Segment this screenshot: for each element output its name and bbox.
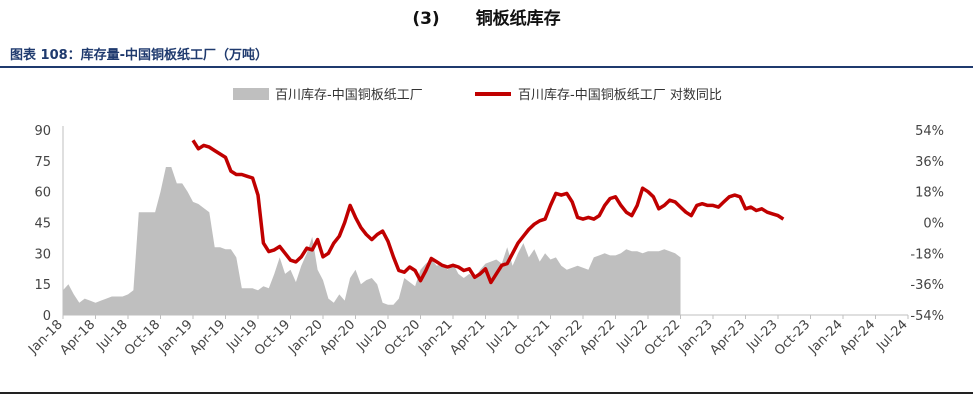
x-tick-label: Oct-18 [122, 317, 164, 359]
legend-label-area: 百川库存-中国铜板纸工厂 [275, 87, 423, 103]
y-left-tick-label: 90 [34, 124, 51, 139]
x-tick-label: Apr-18 [57, 317, 98, 358]
legend-label-line: 百川库存-中国铜板纸工厂 对数同比 [518, 87, 722, 103]
y-left-tick-label: 15 [34, 278, 51, 293]
x-tick-label: Apr-19 [187, 317, 228, 358]
y-right-tick-label: 18% [915, 186, 944, 201]
section-number: (3) [412, 9, 440, 29]
legend-swatch-area [233, 88, 269, 100]
y-left-tick-label: 0 [43, 309, 51, 324]
x-tick-label: Jan-24 [805, 317, 846, 358]
y-right-tick-label: 54% [915, 124, 944, 139]
chart-legend: 百川库存-中国铜板纸工厂 百川库存-中国铜板纸工厂 对数同比 [233, 87, 722, 103]
y-right-tick-label: -54% [910, 309, 944, 324]
x-tick-label: Oct-20 [382, 317, 424, 359]
x-tick-label: Apr-20 [317, 317, 358, 358]
y-right-tick-label: 36% [915, 155, 944, 170]
x-tick-label: Jan-20 [285, 317, 326, 358]
y-right-tick-label: 0% [923, 217, 944, 232]
x-tick-label: Oct-22 [642, 317, 684, 359]
x-tick-label: Jul-24 [873, 317, 910, 354]
x-tick-label: Apr-23 [707, 317, 748, 358]
figure-caption: 图表 108：库存量-中国铜板纸工厂（万吨） [10, 48, 269, 63]
x-tick-label: Apr-22 [577, 317, 618, 358]
x-tick-label: Jan-23 [675, 317, 716, 358]
y-right-tick-label: -36% [910, 278, 944, 293]
y-left-tick-label: 45 [34, 217, 51, 232]
y-left-tick-label: 75 [34, 155, 51, 170]
plot-area [63, 139, 785, 315]
x-tick-label: Oct-19 [252, 317, 294, 359]
series-line-yoy [191, 139, 785, 285]
x-tick-label: Apr-24 [837, 317, 878, 358]
x-tick-label: Jan-22 [545, 317, 586, 358]
series-area-inventory [63, 167, 681, 315]
x-tick-label: Apr-21 [447, 317, 488, 358]
bottom-rule [0, 392, 973, 394]
y-left-tick-label: 60 [34, 186, 51, 201]
section-heading: (3) 铜板纸库存 [0, 4, 973, 29]
y-right-tick-label: -18% [910, 247, 944, 262]
caption-rule [0, 66, 973, 68]
x-tick-label: Oct-23 [772, 317, 814, 359]
x-tick-label: Oct-21 [512, 317, 554, 359]
x-tick-label: Jan-19 [155, 317, 196, 358]
y-left-tick-label: 30 [34, 247, 51, 262]
section-title: 铜板纸库存 [475, 9, 561, 29]
x-tick-label: Jan-21 [415, 317, 456, 358]
